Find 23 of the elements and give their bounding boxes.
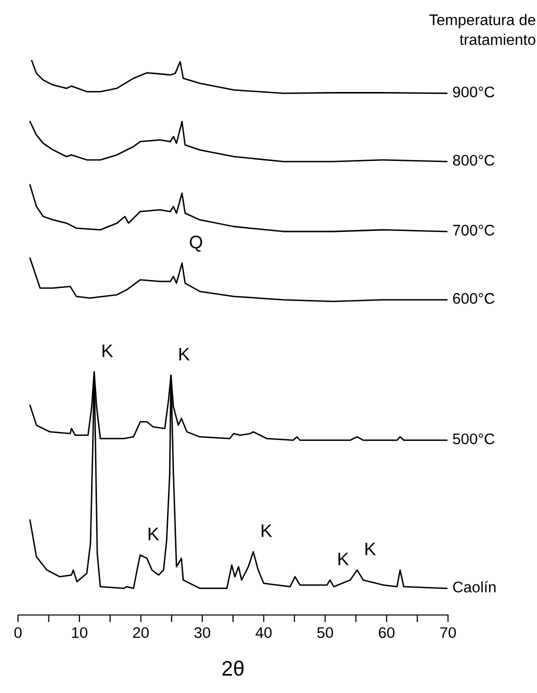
series-label: 900°C bbox=[453, 86, 494, 98]
x-tick-label: 0 bbox=[14, 627, 22, 638]
series-label: Caolín bbox=[453, 581, 496, 592]
legend-title: Temperatura de tratamiento bbox=[429, 14, 536, 45]
annotation: K bbox=[338, 552, 349, 566]
annotation: K bbox=[262, 524, 272, 537]
annotation: K bbox=[366, 542, 376, 556]
x-tick-label: 30 bbox=[194, 627, 210, 638]
series-label: 600°C bbox=[453, 293, 494, 304]
x-axis-title: 2θ bbox=[222, 660, 244, 676]
series-label: 500°C bbox=[452, 433, 494, 444]
annotation: K bbox=[148, 528, 160, 540]
x-tick-label: 10 bbox=[72, 627, 88, 638]
x-tick-label: 70 bbox=[440, 627, 456, 638]
x-tick-label: 20 bbox=[133, 627, 149, 638]
annotation: Q bbox=[190, 236, 202, 252]
x-tick-label: 50 bbox=[317, 627, 334, 638]
annotation: K bbox=[179, 348, 190, 360]
annotation: K bbox=[102, 344, 113, 358]
series-label: 700°C bbox=[453, 224, 494, 236]
x-tick-label: 40 bbox=[256, 627, 272, 638]
series-label: 800°C bbox=[452, 154, 494, 166]
x-tick-label: 60 bbox=[378, 627, 394, 638]
